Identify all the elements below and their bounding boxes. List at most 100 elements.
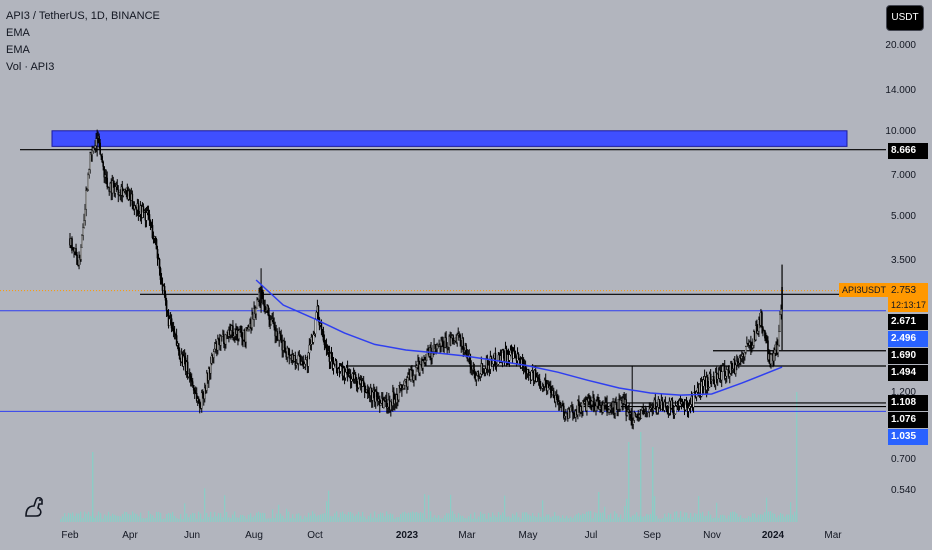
volume-bar <box>254 515 256 522</box>
volume-bar <box>332 516 334 522</box>
volume-bar <box>196 518 198 522</box>
volume-bar <box>526 512 528 522</box>
volume-bar <box>658 518 660 522</box>
volume-bar <box>678 517 680 522</box>
volume-bar <box>414 512 416 522</box>
currency-button[interactable]: USDT <box>886 5 924 31</box>
volume-bar <box>790 502 792 522</box>
volume-bar <box>518 517 520 522</box>
volume-bar <box>216 516 218 522</box>
candle-body <box>160 279 163 284</box>
volume-bar <box>754 513 756 522</box>
volume-bar <box>600 512 602 522</box>
candle-body <box>238 330 240 340</box>
volume-bar <box>122 514 124 522</box>
x-tick-label: Jun <box>183 530 201 541</box>
candle-body <box>317 306 320 319</box>
candle-body <box>764 330 766 339</box>
candle-body <box>413 375 415 381</box>
volume-bar <box>188 517 190 522</box>
candle-body <box>201 392 204 395</box>
volume-bar <box>328 490 330 522</box>
volume-bar <box>516 512 518 522</box>
candle-body <box>777 344 779 354</box>
volume-bar <box>534 515 536 522</box>
candle-body <box>84 208 86 221</box>
candle-body <box>154 236 157 240</box>
volume-bar <box>760 514 762 522</box>
volume-bar <box>430 511 432 522</box>
candle-body <box>240 329 242 333</box>
volume-bar <box>720 514 722 522</box>
candle-body <box>251 314 253 328</box>
volume-bar <box>474 512 476 522</box>
volume-bar <box>456 517 458 522</box>
candle-body <box>412 369 414 381</box>
candle-body <box>174 333 177 336</box>
volume-bar <box>198 511 200 522</box>
volume-bar <box>386 511 388 522</box>
volume-bar <box>576 514 578 522</box>
candle-body <box>688 406 691 409</box>
volume-bar <box>612 518 614 522</box>
volume-bar <box>392 514 394 522</box>
candle-body <box>632 420 635 425</box>
candle-body <box>321 328 324 332</box>
candle-body <box>591 400 593 405</box>
candle-body <box>134 205 137 208</box>
volume-bar <box>90 516 92 522</box>
candle-body <box>524 366 527 373</box>
candle-body <box>521 359 524 364</box>
x-tick-label: 2023 <box>395 530 419 541</box>
volume-bar <box>686 512 688 522</box>
volume-bar <box>538 512 540 522</box>
volume-bar <box>340 512 342 522</box>
legend-ema-2[interactable]: EMA <box>6 44 30 56</box>
candle-body <box>323 340 326 346</box>
candle-body <box>189 375 192 381</box>
candle-body <box>88 169 90 176</box>
candle-body <box>371 391 374 401</box>
volume-bar <box>214 511 216 522</box>
candle-body <box>198 402 201 408</box>
candle-body <box>734 364 737 374</box>
tradingview-logo-icon[interactable] <box>22 494 48 520</box>
volume-bar <box>548 514 550 522</box>
legend-ema-1[interactable]: EMA <box>6 27 30 39</box>
candle-body <box>283 340 286 349</box>
volume-bar <box>780 513 782 522</box>
volume-bar <box>480 511 482 522</box>
legend-volume[interactable]: Vol · API3 <box>6 61 55 73</box>
volume-bar <box>660 518 662 522</box>
candle-body <box>661 400 664 406</box>
candle-body <box>165 300 168 311</box>
volume-bar <box>700 513 702 522</box>
candle-body <box>419 364 421 373</box>
candle-body <box>761 312 763 328</box>
volume-bar <box>258 511 260 522</box>
volume-bar <box>610 513 612 522</box>
volume-bar <box>154 517 156 522</box>
volume-bar <box>602 512 604 522</box>
volume-bar <box>668 512 670 522</box>
candle-body <box>114 186 117 194</box>
volume-bar <box>76 513 78 522</box>
candle-body <box>76 254 78 265</box>
volume-bar <box>374 511 376 522</box>
volume-bar <box>86 513 88 522</box>
candle-body <box>664 401 667 408</box>
volume-bar <box>324 513 326 522</box>
volume-bar <box>88 511 90 522</box>
volume-bar <box>726 518 728 522</box>
volume-bar <box>100 513 102 522</box>
y-tick-label: 7.000 <box>890 170 916 181</box>
candle-body <box>163 286 166 296</box>
volume-bar <box>446 513 448 522</box>
volume-bar <box>556 515 558 522</box>
volume-bar <box>604 506 606 522</box>
candle-body <box>150 223 153 226</box>
candle-body <box>288 348 291 359</box>
volume-bar <box>206 512 208 522</box>
candle-body <box>491 363 494 367</box>
